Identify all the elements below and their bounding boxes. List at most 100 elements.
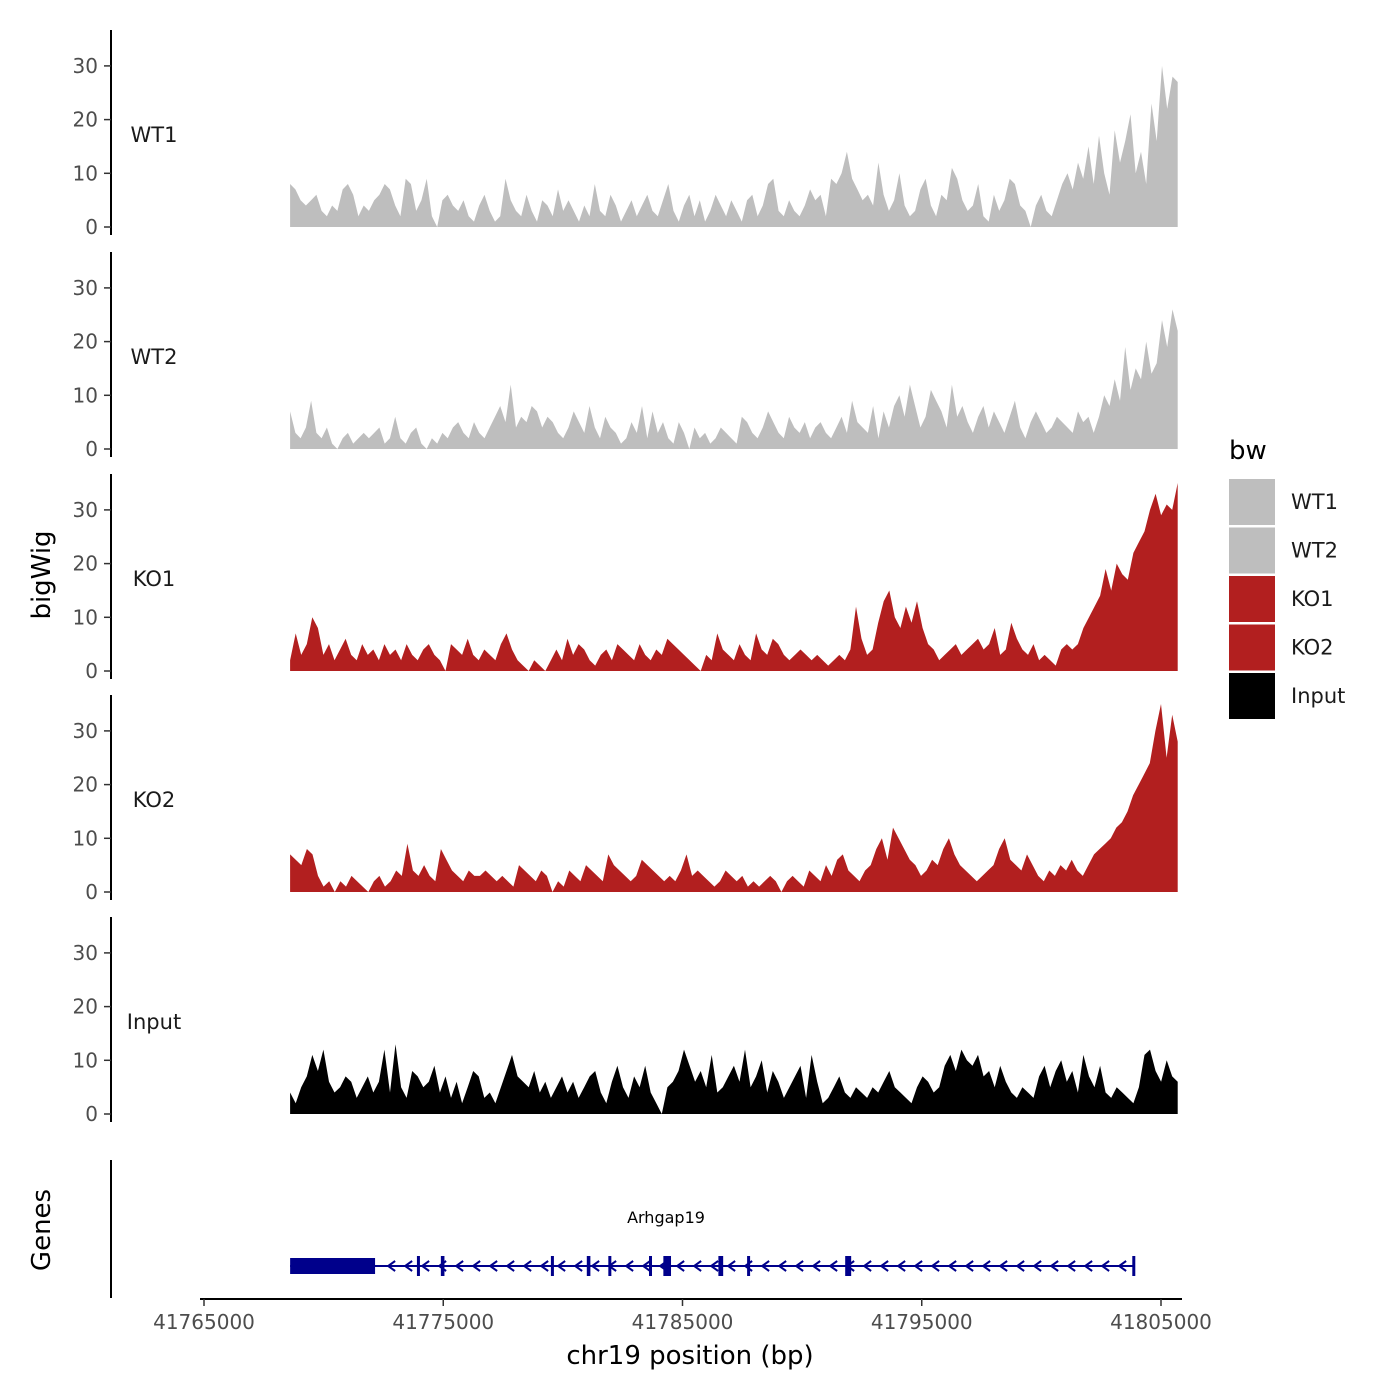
legend-title: bw: [1229, 436, 1267, 466]
y-tick-label: 0: [85, 880, 98, 904]
genes-axis-title: Genes: [27, 1189, 57, 1271]
y-tick-label: 30: [73, 276, 98, 300]
strand-arrow: [556, 1260, 566, 1272]
gene-model: [290, 1256, 1136, 1276]
y-tick-label: 0: [85, 659, 98, 683]
panel-ko1: 0 10 20 30 KO1: [73, 474, 1178, 683]
legend-swatch-ko2: [1229, 624, 1275, 671]
track-label-ko2: KO2: [133, 788, 176, 812]
y-tick-label: 10: [73, 826, 98, 850]
gene-exon: [1132, 1256, 1136, 1276]
track-label-wt1: WT1: [131, 123, 178, 147]
strand-arrow: [981, 1260, 991, 1272]
signal-area-ko2: [290, 704, 1178, 892]
panel-wt2: 0 10 20 30 WT2: [73, 252, 1178, 461]
strand-arrow: [1117, 1260, 1127, 1272]
strand-arrow: [998, 1260, 1008, 1272]
strand-arrow: [1032, 1260, 1042, 1272]
legend-swatch-wt1: [1229, 479, 1275, 525]
y-tick-label: 10: [73, 383, 98, 407]
y-tick-label: 30: [73, 54, 98, 78]
gene-exon: [586, 1256, 591, 1276]
y-tick-label: 0: [85, 215, 98, 239]
strand-arrow: [811, 1260, 821, 1272]
gene-name-label: Arhgap19: [627, 1208, 705, 1227]
strand-arrow: [1083, 1260, 1093, 1272]
strand-arrow: [760, 1260, 770, 1272]
strand-arrow: [624, 1260, 634, 1272]
legend-label-ko2: KO2: [1291, 636, 1334, 660]
legend-swatch-ko1: [1229, 576, 1275, 622]
strand-arrow: [879, 1260, 889, 1272]
legend-swatch-input: [1229, 673, 1275, 719]
y-tick-label: 10: [73, 161, 98, 185]
strand-arrow: [539, 1260, 549, 1272]
y-tick-label: 20: [73, 552, 98, 576]
strand-arrow: [1049, 1260, 1059, 1272]
legend-label-input: Input: [1291, 684, 1345, 708]
gene-exon: [649, 1256, 653, 1276]
x-tick-label: 41765000: [153, 1310, 255, 1334]
signal-panels: 0 10 20 30 WT1 0 10 20 30 WT2 0 10 20 30 KO1 0 10 20 30 KO2…: [73, 30, 1178, 1126]
strand-arrow: [522, 1260, 532, 1272]
strand-arrow: [1066, 1260, 1076, 1272]
strand-arrow: [794, 1260, 804, 1272]
strand-arrow: [862, 1260, 872, 1272]
x-tick-label: 41785000: [632, 1310, 734, 1334]
x-axis-title: chr19 position (bp): [566, 1341, 813, 1371]
y-tick-label: 20: [73, 108, 98, 132]
x-axis: 41765000 41775000 41785000 41795000 41805000…: [153, 1298, 1212, 1371]
gene-exon: [845, 1256, 852, 1276]
strand-arrow: [726, 1260, 736, 1272]
strand-arrow: [947, 1260, 957, 1272]
x-axis-ticks: 41765000 41775000 41785000 41795000 41805000: [153, 1299, 1212, 1334]
strand-arrow: [828, 1260, 838, 1272]
y-tick-label: 10: [73, 605, 98, 629]
y-tick-label: 30: [73, 498, 98, 522]
strand-arrow: [692, 1260, 702, 1272]
panel-ko2: 0 10 20 30 KO2: [73, 695, 1178, 904]
x-tick-label: 41805000: [1110, 1310, 1212, 1334]
strand-arrow: [777, 1260, 787, 1272]
gene-exon: [290, 1258, 376, 1274]
legend-label-ko1: KO1: [1291, 587, 1334, 611]
y-tick-label: 0: [85, 437, 98, 461]
y-tick-label: 30: [73, 941, 98, 965]
panel-wt1: 0 10 20 30 WT1: [73, 30, 1178, 239]
strand-arrow: [420, 1260, 430, 1272]
gene-track: Genes Arhgap19: [27, 1160, 1136, 1298]
strand-arrow: [709, 1260, 719, 1272]
x-tick-label: 41775000: [392, 1310, 494, 1334]
strand-arrow: [1100, 1260, 1110, 1272]
signal-area-ko1: [290, 483, 1178, 671]
panel-input: 0 10 20 30 Input: [73, 917, 1178, 1126]
y-tick-label: 10: [73, 1048, 98, 1072]
legend-label-wt2: WT2: [1291, 539, 1338, 563]
gene-exon: [550, 1256, 554, 1276]
strand-arrow: [641, 1260, 651, 1272]
gene-exon: [747, 1256, 751, 1276]
gene-exon: [608, 1256, 612, 1276]
strand-arrow: [675, 1260, 685, 1272]
gene-exon: [663, 1256, 672, 1276]
y-tick-label: 20: [73, 330, 98, 354]
track-label-ko1: KO1: [133, 567, 176, 591]
gene-exon: [416, 1256, 420, 1276]
track-label-input: Input: [127, 1010, 181, 1034]
strand-arrow: [573, 1260, 583, 1272]
strand-arrow: [930, 1260, 940, 1272]
legend-swatch-wt2: [1229, 527, 1275, 574]
track-label-wt2: WT2: [131, 345, 178, 369]
strand-arrow: [590, 1260, 600, 1272]
strand-arrow: [913, 1260, 923, 1272]
strand-arrow: [1015, 1260, 1025, 1272]
strand-arrow: [403, 1260, 413, 1272]
x-tick-label: 41795000: [871, 1310, 973, 1334]
legend-label-wt1: WT1: [1291, 490, 1338, 514]
y-tick-label: 20: [73, 773, 98, 797]
y-axis-title: bigWig: [27, 530, 57, 619]
strand-arrow: [488, 1260, 498, 1272]
y-tick-label: 30: [73, 719, 98, 743]
